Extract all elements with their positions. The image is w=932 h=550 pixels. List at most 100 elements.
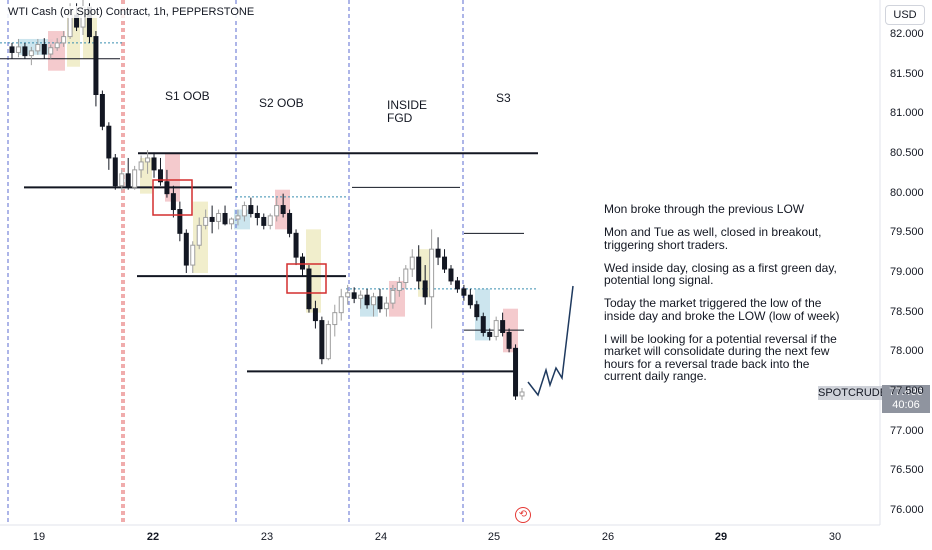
candle-body-42 — [274, 205, 280, 217]
candle-body-51 — [332, 312, 338, 326]
candle-body-41 — [267, 215, 273, 226]
candle-body-62 — [403, 268, 409, 284]
note-3: Wed inside day, closing as a first green… — [604, 260, 837, 287]
time-tick-1: 19 — [32, 531, 46, 543]
highlight-box-1 — [152, 179, 193, 216]
highlight-box-2 — [286, 263, 327, 294]
candle-body-34 — [222, 212, 228, 225]
currency-button[interactable]: USD — [885, 5, 925, 25]
candle-body-38 — [248, 205, 254, 214]
last-price-value: 77.496 — [889, 386, 923, 398]
candle-body-24 — [157, 169, 163, 183]
candle-body-77 — [500, 320, 506, 333]
candle-body-71 — [461, 288, 467, 296]
candle-body-9 — [61, 36, 67, 44]
session-label-inside: INSIDE FGD — [387, 98, 428, 125]
candle-body-7 — [48, 47, 54, 55]
price-tick-1: 82.000 — [890, 28, 924, 40]
shaded-zone-2 — [48, 31, 65, 71]
candle-body-6 — [41, 44, 47, 55]
candle-body-69 — [448, 268, 454, 282]
candle-body-79 — [513, 347, 519, 397]
candle-body-5 — [35, 44, 41, 52]
candle-body-26 — [170, 193, 176, 211]
time-tick-2: 22 — [146, 531, 160, 543]
price-tick-10: 77.500 — [890, 384, 924, 397]
candle-body-68 — [442, 256, 448, 270]
candle-body-28 — [183, 232, 189, 266]
projection-path — [527, 285, 574, 397]
price-tick-3: 81.000 — [890, 107, 924, 120]
candle-body-64 — [416, 256, 422, 282]
candle-body-32 — [209, 216, 215, 222]
price-tick-7: 79.000 — [890, 265, 924, 278]
candle-body-63 — [409, 256, 415, 270]
price-tick-5: 80.000 — [890, 186, 924, 199]
candle-body-54 — [351, 292, 357, 299]
candle-body-39 — [254, 212, 260, 218]
candle-body-60 — [390, 289, 396, 304]
candle-body-80 — [519, 391, 525, 397]
candle-body-57 — [371, 296, 377, 306]
candle-body-56 — [364, 294, 370, 306]
candle-body-58 — [377, 296, 383, 310]
time-tick-5: 25 — [487, 531, 501, 543]
bar-countdown: 40:06 — [892, 399, 920, 411]
candle-body-3 — [22, 46, 28, 57]
candle-body-72 — [467, 294, 473, 306]
candle-body-16 — [106, 125, 112, 159]
candle-body-8 — [54, 42, 60, 49]
price-tick-13: 76.000 — [890, 503, 924, 516]
candle-body-29 — [190, 244, 196, 266]
candle-body-40 — [261, 216, 267, 226]
candle-body-20 — [132, 169, 138, 188]
time-tick-3: 23 — [260, 531, 274, 543]
candle-body-43 — [280, 205, 286, 214]
session-label-s2: S2 OOB — [259, 96, 304, 110]
time-tick-4: 24 — [374, 531, 388, 543]
candle-body-78 — [506, 331, 512, 349]
time-tick-8: 30 — [828, 531, 842, 543]
price-tick-9: 78.000 — [890, 345, 924, 358]
time-tick-7: 29 — [714, 531, 728, 543]
candle-body-55 — [358, 294, 364, 299]
candle-body-44 — [287, 212, 293, 234]
candle-body-73 — [474, 304, 480, 318]
candle-body-67 — [435, 248, 441, 258]
candle-body-19 — [125, 173, 131, 188]
candle-body-48 — [312, 308, 318, 322]
candle-body-14 — [93, 36, 99, 95]
price-tick-2: 81.500 — [890, 67, 924, 80]
candle-body-17 — [112, 157, 118, 187]
candle-body-53 — [345, 292, 351, 298]
note-1: Mon broke through the previous LOW — [604, 202, 805, 216]
candle-body-45 — [293, 232, 299, 258]
note-2: Mon and Tue as well, closed in breakout,… — [604, 225, 822, 252]
candle-body-46 — [300, 256, 306, 270]
shaded-zone-14 — [475, 288, 490, 341]
candle-body-76 — [493, 320, 499, 337]
candle-body-10 — [67, 14, 73, 38]
candle-body-23 — [151, 157, 157, 171]
candle-body-49 — [319, 320, 325, 360]
price-tick-6: 79.500 — [890, 226, 924, 239]
candle-body-15 — [99, 93, 105, 127]
candle-body-52 — [338, 296, 344, 314]
candle-body-33 — [216, 212, 222, 222]
candle-body-37 — [241, 205, 247, 217]
trade-notes: Mon broke through the previous LOW Mon a… — [604, 203, 844, 393]
candle-body-25 — [164, 181, 170, 195]
candle-body-50 — [325, 324, 331, 360]
price-tick-12: 76.500 — [890, 464, 924, 477]
candle-body-2 — [15, 46, 21, 53]
candle-body-22 — [145, 157, 151, 163]
note-5: I will be looking for a potential revers… — [604, 331, 837, 383]
candle-body-18 — [119, 173, 125, 187]
candle-body-36 — [235, 215, 241, 220]
note-4: Today the market triggered the low of th… — [604, 296, 840, 323]
candle-body-30 — [196, 224, 202, 246]
candle-body-21 — [138, 161, 144, 171]
replay-icon[interactable]: ⟲ — [515, 507, 531, 523]
